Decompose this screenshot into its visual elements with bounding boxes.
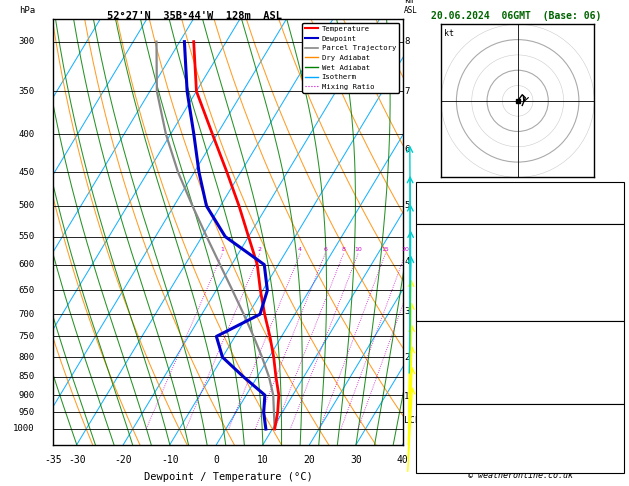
Text: 10: 10 xyxy=(354,246,362,252)
Text: Lifted Index: Lifted Index xyxy=(420,364,489,373)
Text: 306: 306 xyxy=(604,350,621,359)
Text: Dewp (°C): Dewp (°C) xyxy=(420,253,471,262)
Text: 30: 30 xyxy=(350,455,362,465)
Text: StmSpd (kt): StmSpd (kt) xyxy=(420,461,483,470)
Text: -35: -35 xyxy=(45,455,62,465)
Text: 800: 800 xyxy=(18,353,34,362)
Text: Temp (°C): Temp (°C) xyxy=(420,239,471,248)
Text: 4: 4 xyxy=(404,258,409,266)
Text: 25: 25 xyxy=(418,246,425,252)
Text: -10: -10 xyxy=(161,455,179,465)
Text: 750: 750 xyxy=(18,332,34,341)
Text: 8: 8 xyxy=(342,246,345,252)
Text: 10: 10 xyxy=(610,364,621,373)
Text: 4: 4 xyxy=(298,246,302,252)
Text: 0: 0 xyxy=(615,295,621,304)
Text: 900: 900 xyxy=(604,336,621,345)
Text: 6: 6 xyxy=(404,145,409,155)
Text: © weatheronline.co.uk: © weatheronline.co.uk xyxy=(468,471,572,480)
Text: SREH: SREH xyxy=(420,433,443,442)
Text: 20.06.2024  06GMT  (Base: 06): 20.06.2024 06GMT (Base: 06) xyxy=(431,11,601,21)
Text: Most Unstable: Most Unstable xyxy=(483,322,557,331)
Text: 79°: 79° xyxy=(604,447,621,456)
Text: 4: 4 xyxy=(615,419,621,428)
Text: 550: 550 xyxy=(18,232,34,241)
Text: 0: 0 xyxy=(615,184,621,193)
Text: θₑ (K): θₑ (K) xyxy=(420,350,454,359)
Text: 1: 1 xyxy=(220,246,224,252)
Text: 13: 13 xyxy=(610,281,621,290)
Text: Surface: Surface xyxy=(500,226,540,234)
Text: 52°27'N  35B°44'W  128m  ASL: 52°27'N 35B°44'W 128m ASL xyxy=(108,11,282,21)
Text: StmDir: StmDir xyxy=(420,447,454,456)
Text: -30: -30 xyxy=(68,455,86,465)
Text: 1: 1 xyxy=(404,392,409,401)
Text: 900: 900 xyxy=(18,391,34,399)
Text: 8: 8 xyxy=(404,37,409,46)
Text: 6: 6 xyxy=(323,246,327,252)
Text: CIN (J): CIN (J) xyxy=(420,392,460,400)
Text: 500: 500 xyxy=(18,202,34,210)
Text: 400: 400 xyxy=(18,130,34,139)
Text: 5: 5 xyxy=(404,202,409,210)
Text: θₑ(K): θₑ(K) xyxy=(420,267,448,276)
Text: Totals Totals: Totals Totals xyxy=(420,197,494,207)
Text: 3: 3 xyxy=(404,308,409,316)
Text: 1000: 1000 xyxy=(13,424,34,434)
Text: 0: 0 xyxy=(615,392,621,400)
Text: LCL: LCL xyxy=(404,417,420,425)
Text: 600: 600 xyxy=(18,260,34,269)
Text: 0: 0 xyxy=(615,309,621,317)
Text: 10.5: 10.5 xyxy=(598,239,621,248)
Text: 20: 20 xyxy=(401,246,409,252)
Text: EH: EH xyxy=(420,419,431,428)
Text: km
ASL: km ASL xyxy=(404,0,418,15)
Text: 0: 0 xyxy=(213,455,220,465)
Text: hPa: hPa xyxy=(19,6,35,15)
Text: 950: 950 xyxy=(18,408,34,417)
Text: 650: 650 xyxy=(18,286,34,295)
Text: -20: -20 xyxy=(114,455,132,465)
Text: 40: 40 xyxy=(397,455,408,465)
Text: 850: 850 xyxy=(18,372,34,381)
Text: CIN (J): CIN (J) xyxy=(420,309,460,317)
Text: Pressure (mb): Pressure (mb) xyxy=(420,336,494,345)
Text: CAPE (J): CAPE (J) xyxy=(420,378,465,387)
Text: 300: 300 xyxy=(18,37,34,46)
Text: Mixing Ratio (g/kg): Mixing Ratio (g/kg) xyxy=(422,185,431,279)
Text: kt: kt xyxy=(444,29,454,38)
Legend: Temperature, Dewpoint, Parcel Trajectory, Dry Adiabat, Wet Adiabat, Isotherm, Mi: Temperature, Dewpoint, Parcel Trajectory… xyxy=(302,23,399,93)
Text: 450: 450 xyxy=(18,168,34,176)
Text: 7: 7 xyxy=(404,87,409,96)
Text: 10: 10 xyxy=(257,455,269,465)
Text: 350: 350 xyxy=(18,87,34,96)
Text: 15: 15 xyxy=(381,246,389,252)
Text: K: K xyxy=(420,184,425,193)
Text: CAPE (J): CAPE (J) xyxy=(420,295,465,304)
Text: 6: 6 xyxy=(615,461,621,470)
Text: 700: 700 xyxy=(18,310,34,319)
Text: 20: 20 xyxy=(304,455,315,465)
Text: Lifted Index: Lifted Index xyxy=(420,281,489,290)
Text: 9: 9 xyxy=(615,433,621,442)
Text: 2: 2 xyxy=(404,353,409,362)
Text: 0: 0 xyxy=(615,378,621,387)
Text: Hodograph: Hodograph xyxy=(494,405,546,415)
Text: 8.6: 8.6 xyxy=(604,253,621,262)
Text: PW (cm): PW (cm) xyxy=(420,211,460,221)
Text: 2: 2 xyxy=(615,211,621,221)
Text: 2: 2 xyxy=(258,246,262,252)
Text: 302: 302 xyxy=(604,267,621,276)
Text: 34: 34 xyxy=(610,197,621,207)
Text: Dewpoint / Temperature (°C): Dewpoint / Temperature (°C) xyxy=(143,472,313,482)
